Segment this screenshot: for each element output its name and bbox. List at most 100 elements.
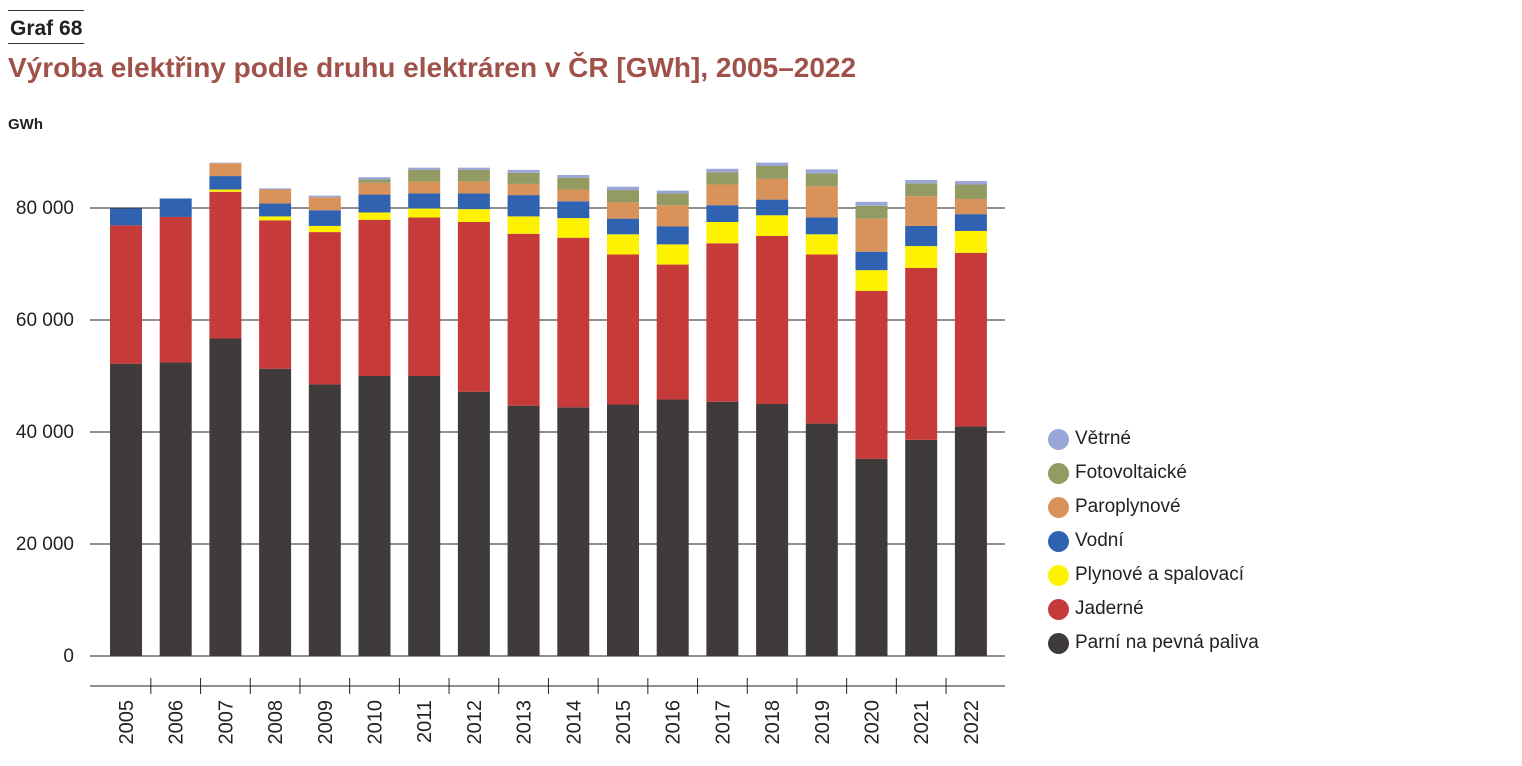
bar-segment <box>507 216 540 234</box>
x-tick-label: 2021 <box>911 700 933 745</box>
bar-segment <box>209 189 242 192</box>
bar-segment <box>954 184 987 200</box>
bar-segment <box>159 362 192 656</box>
bar-segment <box>656 226 689 245</box>
bar-segment <box>855 205 888 219</box>
legend-item: Větrné <box>1048 422 1259 456</box>
bar-segment <box>805 234 838 255</box>
bar-segment <box>855 290 888 459</box>
bar-segment <box>457 391 490 656</box>
x-tick-label: 2010 <box>365 700 387 745</box>
legend-item: Plynové a spalovací <box>1048 558 1259 592</box>
legend-label: Vodní <box>1075 530 1124 551</box>
chart-title: Výroba elektřiny podle druhu elektráren … <box>8 52 857 83</box>
x-tick-label: 2013 <box>514 700 536 745</box>
bar-segment <box>905 225 938 247</box>
bar-segment <box>358 212 391 220</box>
bar-segment <box>507 233 540 406</box>
bar-segment <box>706 401 739 656</box>
bar-segment <box>706 168 739 173</box>
bar-segment <box>507 172 540 184</box>
gridlines <box>90 207 1005 657</box>
bar-segment <box>457 181 490 194</box>
bar-segment <box>706 222 739 244</box>
legend-swatch <box>1048 598 1069 620</box>
bar-segment <box>259 188 292 190</box>
x-axis: 2005 2006 2007 2008 2009 2010 2011 2012 2013 2014… <box>90 678 1005 745</box>
bar-segment <box>408 208 441 218</box>
x-tick-label: 2007 <box>215 700 237 745</box>
bar-segment <box>259 203 292 217</box>
y-tick-label: 20 000 <box>16 534 74 555</box>
bar-segment <box>110 363 142 656</box>
bar-segment <box>855 218 888 252</box>
bar-segment <box>905 183 938 197</box>
y-axis-unit-label: GWh <box>8 116 43 133</box>
bar-segment <box>209 338 242 656</box>
y-tick-label: 0 <box>63 646 74 667</box>
bar-segment <box>408 217 441 376</box>
bar-segment <box>209 176 242 190</box>
bars <box>110 162 987 656</box>
x-tick-label: 2017 <box>712 700 734 745</box>
bar-segment <box>408 181 441 194</box>
bar-segment <box>855 251 888 271</box>
bar-segment <box>607 186 639 191</box>
bar-segment <box>954 199 987 215</box>
legend-swatch <box>1048 428 1069 450</box>
bar-segment <box>557 174 590 178</box>
bar-segment <box>507 183 540 196</box>
bar-segment <box>457 169 490 182</box>
bar-segment <box>557 177 590 190</box>
legend-item: Fotovoltaické <box>1048 456 1259 490</box>
bar-segment <box>756 178 789 200</box>
bar-segment <box>805 217 838 235</box>
bar-segment <box>557 407 590 656</box>
bar-segment <box>209 191 242 339</box>
legend-label: Jaderné <box>1075 598 1144 619</box>
bar-segment <box>954 230 987 253</box>
bar-segment <box>358 194 391 213</box>
x-tick-label: 2019 <box>812 700 834 745</box>
x-tick-label: 2005 <box>116 700 138 745</box>
bar-segment <box>110 225 142 364</box>
bar-segment <box>756 199 789 216</box>
bar-segment <box>756 236 789 404</box>
bar-segment <box>557 218 590 238</box>
legend-swatch <box>1048 632 1069 654</box>
bar-segment <box>209 162 242 164</box>
legend-label: Větrné <box>1075 428 1131 449</box>
legend-label: Parní na pevná paliva <box>1075 632 1259 653</box>
bar-segment <box>607 254 639 405</box>
bar-segment <box>358 177 391 180</box>
bar-segment <box>308 210 341 226</box>
x-tick-label: 2011 <box>414 700 436 743</box>
y-tick-label: 40 000 <box>16 422 74 443</box>
x-tick-label: 2008 <box>265 700 287 745</box>
bar-segment <box>408 167 441 170</box>
bar-segment <box>259 368 292 656</box>
bar-segment <box>706 243 739 402</box>
bar-segment <box>607 218 639 235</box>
bar-segment <box>358 219 391 376</box>
bar-segment <box>905 439 938 656</box>
bar-segment <box>805 254 838 424</box>
x-tick-label: 2022 <box>961 700 983 745</box>
legend-item: Vodní <box>1048 524 1259 558</box>
bar-segment <box>656 399 689 656</box>
figure-label: Graf 68 <box>8 10 85 44</box>
bar-segment <box>954 252 987 427</box>
bar-segment <box>159 198 192 217</box>
bar-segment <box>209 163 242 177</box>
bar-segment <box>557 201 590 219</box>
bar-segment <box>358 376 391 656</box>
bar-segment <box>408 169 441 182</box>
bar-segment <box>905 196 938 226</box>
x-tick-label: 2006 <box>166 700 188 745</box>
bar-segment <box>706 184 739 206</box>
x-tick-label: 2012 <box>464 700 486 745</box>
bar-segment <box>756 162 789 166</box>
bar-segment <box>706 205 739 222</box>
bar-segment <box>855 458 888 656</box>
bar-segment <box>408 193 441 209</box>
